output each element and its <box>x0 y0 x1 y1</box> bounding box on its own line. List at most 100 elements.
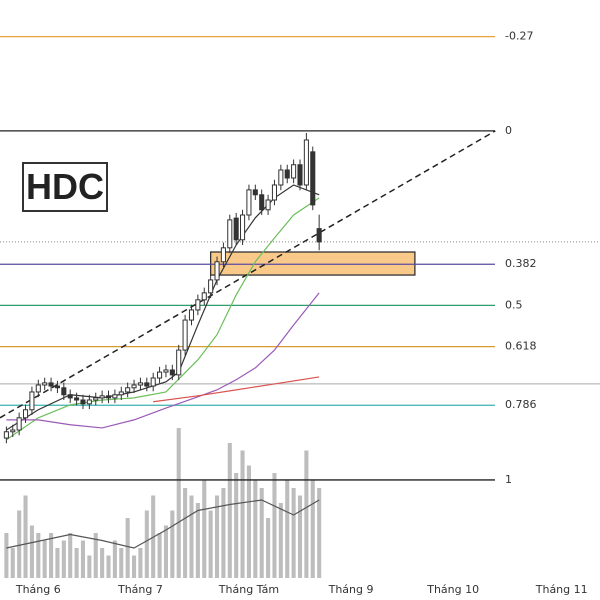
candle-body <box>16 417 22 431</box>
candle-body <box>271 184 278 201</box>
volume-bar <box>304 450 309 578</box>
candle-body <box>144 382 150 387</box>
fib-label: -0.27 <box>505 30 533 43</box>
volume-bar <box>214 495 220 578</box>
candle-body <box>195 299 201 311</box>
candle-body <box>201 292 207 301</box>
volume-bar <box>234 473 239 578</box>
candle-body <box>252 189 258 196</box>
fib-label: 0.5 <box>505 298 523 311</box>
candle-body <box>214 261 220 281</box>
volume-bar <box>253 480 258 578</box>
volume-bar <box>183 488 188 578</box>
candle-body <box>74 397 80 401</box>
moving-average <box>153 376 320 403</box>
x-tick-label: Tháng 11 <box>535 583 588 596</box>
candle-body <box>163 369 169 373</box>
candle-body <box>29 391 35 411</box>
volume-bar <box>144 510 149 578</box>
candle-body <box>278 169 284 186</box>
candle-body <box>99 395 105 399</box>
candle-body <box>22 409 29 419</box>
candle-body <box>240 214 246 241</box>
candle-body <box>112 394 118 399</box>
candle-body <box>118 391 124 396</box>
volume-bar <box>10 548 15 578</box>
volume-bar <box>278 503 283 578</box>
volume-bar <box>176 428 181 578</box>
candle-body <box>150 377 156 387</box>
candle-body <box>48 382 54 387</box>
candle-body <box>137 382 143 386</box>
candle-body <box>67 394 73 399</box>
volume-bar <box>23 495 28 578</box>
candle-body <box>93 397 99 401</box>
candle-body <box>316 228 322 243</box>
candle-body <box>10 429 16 433</box>
volume-bar <box>310 480 315 578</box>
candle-body <box>86 399 92 405</box>
fib-label: 0.382 <box>505 257 537 270</box>
x-tick-label: Tháng Tám <box>218 583 279 596</box>
volume-bar <box>61 540 66 578</box>
moving-average <box>6 184 320 431</box>
fib-label: 0.786 <box>505 398 537 411</box>
volume-bar <box>272 473 277 578</box>
volume-bar <box>221 488 226 578</box>
volume-bar <box>317 488 322 578</box>
candle-body <box>310 151 316 206</box>
volume-bar <box>93 533 98 578</box>
volume-bar <box>106 555 111 578</box>
volume-bar <box>87 555 92 578</box>
candle-body <box>54 385 60 389</box>
moving-average <box>6 197 320 441</box>
candle-body <box>35 384 41 393</box>
moving-average <box>6 292 320 429</box>
volume-bar <box>227 443 232 578</box>
volume-bar <box>163 525 168 578</box>
fib-label: 0 <box>505 124 512 137</box>
candle-body <box>259 194 265 211</box>
chart-title: HDC <box>22 162 108 212</box>
volume-bar <box>202 480 207 578</box>
volume-bar <box>246 465 251 578</box>
fib-label: 0.618 <box>505 340 537 353</box>
volume-bar <box>208 510 213 578</box>
volume-bar <box>74 548 79 578</box>
volume-bar <box>297 495 303 578</box>
volume-bar <box>4 533 9 578</box>
candle-body <box>284 169 290 179</box>
volume-bar <box>55 548 60 578</box>
volume-bar <box>125 518 130 578</box>
candle-body <box>303 139 309 186</box>
candle-body <box>105 395 112 399</box>
candle-body <box>80 399 86 405</box>
volume-bar <box>100 548 105 578</box>
volume-bar <box>36 533 41 578</box>
volume-bar <box>49 533 54 578</box>
volume-bar <box>285 480 290 578</box>
candle-body <box>176 349 182 376</box>
candle-body <box>297 164 303 186</box>
candle-body <box>157 371 163 379</box>
volume-bar <box>119 548 124 578</box>
volume-bar <box>266 518 271 578</box>
x-tick-label: Tháng 10 <box>426 583 479 596</box>
volume-bar <box>29 525 34 578</box>
volume-bar <box>80 540 86 578</box>
x-tick-label: Tháng 7 <box>117 583 163 596</box>
volume-bar <box>189 495 194 578</box>
volume-bar <box>259 488 264 578</box>
zone <box>209 251 416 276</box>
x-tick-label: Tháng 6 <box>15 583 61 596</box>
candle-body <box>182 319 188 351</box>
volume-bar <box>291 488 296 578</box>
fib-label: 1 <box>505 473 512 486</box>
candle-body <box>169 369 175 376</box>
candle-body <box>208 279 214 294</box>
volume-bar <box>68 533 73 578</box>
candle-body <box>3 431 9 439</box>
candle-body <box>291 164 297 179</box>
